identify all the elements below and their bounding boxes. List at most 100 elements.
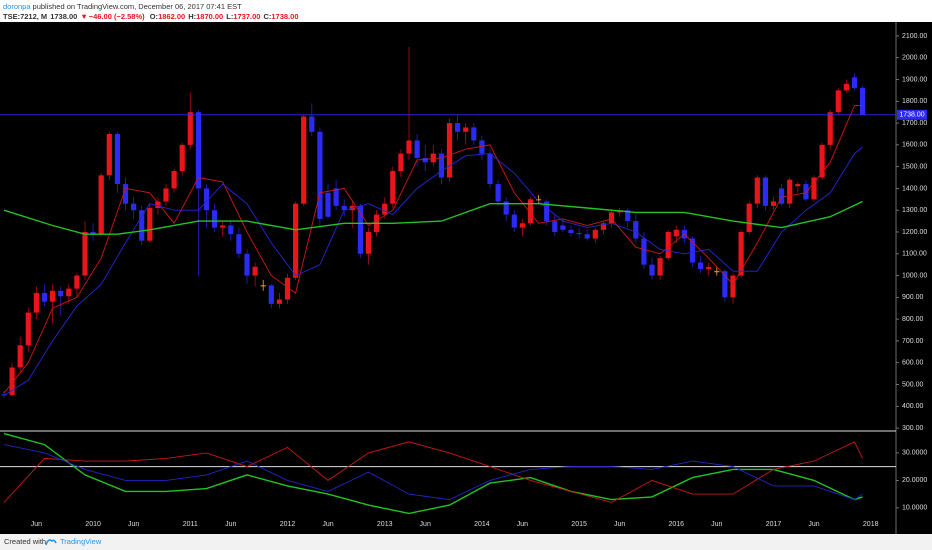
last-price-box	[897, 109, 927, 120]
candle-body	[309, 116, 315, 132]
candle-body	[114, 133, 120, 185]
x-tick-label: Jun	[614, 521, 625, 528]
candle-body	[714, 271, 720, 273]
candle-body	[357, 205, 363, 254]
y-tick-label: 400.00	[902, 403, 924, 410]
candle-body	[33, 292, 39, 313]
candle-body	[706, 266, 712, 270]
x-tick-label: Jun	[128, 521, 139, 528]
candle-body	[819, 144, 825, 178]
price: 1738.00	[50, 12, 78, 21]
x-tick-label: 2013	[377, 521, 393, 528]
brand[interactable]: TradingView	[60, 537, 102, 546]
candle-body	[803, 184, 809, 200]
y-tick-label: 900.00	[902, 294, 924, 301]
candle-body	[527, 199, 534, 224]
x-tick-label: 2018	[863, 521, 879, 528]
candle-body	[430, 153, 436, 163]
indicator-line	[3, 444, 863, 501]
candle-body	[641, 238, 647, 265]
candle-body	[268, 285, 274, 304]
candle-body	[455, 123, 461, 132]
candle-body	[58, 290, 64, 297]
candle-body	[843, 83, 849, 91]
moving-average	[3, 105, 863, 394]
candle-body	[730, 275, 736, 298]
header-line: doronpa published on TradingView.com, Dec…	[3, 2, 245, 11]
y-tick-label: 1900.00	[902, 76, 927, 83]
ohlc-key: H:	[188, 12, 197, 21]
ohlc-value: 1862.00	[158, 12, 186, 21]
candle-body	[600, 223, 606, 230]
candle-body	[333, 188, 339, 206]
change: −46.00 (−2.58%)	[88, 12, 145, 21]
indicator-line	[3, 432, 863, 515]
candle-body	[787, 179, 793, 204]
candle-body	[422, 157, 428, 163]
candle-body	[163, 188, 169, 202]
candle-body	[179, 144, 185, 171]
y-tick-label: 1200.00	[902, 229, 927, 236]
candle-body	[414, 140, 420, 158]
y-tick-label: 1300.00	[902, 207, 927, 214]
candle-body	[252, 266, 258, 276]
candle-body	[187, 112, 193, 145]
candle-body	[398, 153, 404, 171]
candle-body	[779, 188, 785, 204]
x-tick-label: Jun	[808, 521, 819, 528]
candle-body	[576, 233, 582, 235]
candle-body	[722, 271, 728, 298]
x-tick-label: Jun	[711, 521, 722, 528]
y-tick-label: 1500.00	[902, 163, 927, 170]
y-tick-label: 30.0000	[902, 450, 927, 457]
candle-body	[382, 203, 388, 215]
candle-body	[770, 201, 777, 206]
ohlc-key: L:	[226, 12, 234, 21]
candle-body	[487, 153, 493, 185]
candle-body	[41, 292, 48, 302]
candle-body	[438, 153, 444, 178]
arrow: ▼	[80, 12, 88, 21]
candle-body	[851, 77, 858, 89]
x-tick-label: 2015	[571, 521, 587, 528]
x-tick-label: 2016	[669, 521, 685, 528]
x-tick-label: 2010	[85, 521, 101, 528]
candle-body	[503, 201, 509, 215]
y-tick-label: 600.00	[902, 360, 924, 367]
y-tick-label: 1100.00	[902, 251, 927, 258]
candle-body	[365, 231, 372, 254]
candle-body	[341, 205, 347, 211]
candle-body	[665, 231, 671, 259]
candle-body	[536, 199, 542, 201]
author[interactable]: doronpa	[3, 2, 31, 11]
candle-body	[463, 127, 469, 132]
candle-body	[66, 288, 72, 297]
candle-body	[633, 221, 639, 239]
x-tick-label: Jun	[517, 521, 528, 528]
candle-body	[325, 192, 331, 217]
y-tick-label: 300.00	[902, 425, 924, 432]
candle-body	[479, 140, 485, 154]
ohlc-key: O:	[149, 12, 159, 21]
candle-body	[608, 212, 615, 224]
candle-body	[9, 367, 15, 395]
moving-average	[3, 200, 863, 235]
candle-body	[495, 184, 501, 202]
candle-body	[155, 201, 161, 209]
candle-body	[171, 170, 177, 189]
candle-body	[698, 262, 704, 270]
candle-body	[195, 112, 201, 189]
candle-body	[544, 201, 550, 222]
candle-body	[511, 214, 517, 228]
candle-body	[649, 264, 655, 276]
x-tick-label: Jun	[322, 521, 333, 528]
candle-body	[50, 290, 56, 302]
footer: Created with TradingView	[0, 534, 932, 550]
candle-body	[106, 133, 112, 176]
candle-body	[236, 234, 242, 254]
candle-body	[122, 184, 129, 204]
candle-body	[203, 188, 210, 211]
candle-body	[592, 229, 598, 239]
y-tick-label: 1600.00	[902, 142, 927, 149]
candle-body	[317, 131, 323, 219]
